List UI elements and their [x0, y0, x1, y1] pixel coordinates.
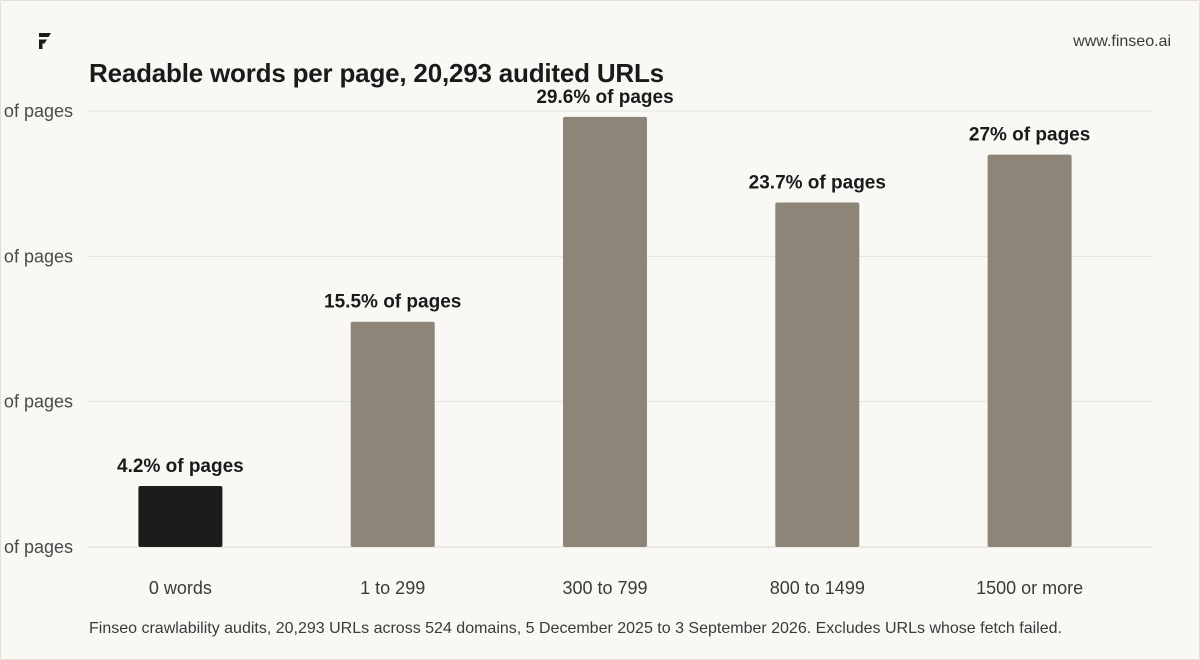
- bar-chart: 0% of pages 10% of pages 20% of pages 30% o…: [0, 87, 1152, 598]
- y-tick-label: 0% of pages: [0, 537, 73, 557]
- bars: [138, 116, 1072, 548]
- value-label-0: 4.2% of pages: [117, 456, 244, 477]
- category-label-1: 1 to 299: [360, 578, 425, 598]
- chart-title: Readable words per page, 20,293 audited …: [89, 58, 664, 88]
- category-label-3: 800 to 1499: [770, 578, 865, 598]
- category-label-2: 300 to 799: [562, 578, 647, 598]
- y-tick-label: 30% of pages: [0, 101, 73, 121]
- value-label-1: 15.5% of pages: [324, 292, 461, 313]
- category-label-0: 0 words: [149, 578, 212, 598]
- value-label-3: 23.7% of pages: [749, 173, 886, 194]
- bar-2: [563, 116, 647, 548]
- y-axis-ticks: 0% of pages 10% of pages 20% of pages 30% o…: [0, 101, 73, 557]
- footnote: Finseo crawlability audits, 20,293 URLs …: [89, 620, 1062, 637]
- value-label-2: 29.6% of pages: [536, 87, 673, 108]
- value-label-4: 27% of pages: [969, 125, 1090, 146]
- bar-4: [987, 154, 1072, 547]
- site-url[interactable]: www.finseo.ai: [1073, 33, 1171, 50]
- category-label-4: 1500 or more: [976, 578, 1083, 598]
- bar-1: [350, 321, 435, 547]
- bar-3: [775, 202, 860, 547]
- finseo-logo-icon: [39, 33, 51, 49]
- x-axis-labels: 0 words 1 to 299 300 to 799 800 to 1499 1500…: [149, 578, 1083, 598]
- y-tick-label: 10% of pages: [0, 392, 73, 412]
- y-tick-label: 20% of pages: [0, 246, 73, 266]
- bar-0: [138, 485, 223, 547]
- value-labels: 4.2% of pages 15.5% of pages 29.6% of page…: [117, 87, 1090, 477]
